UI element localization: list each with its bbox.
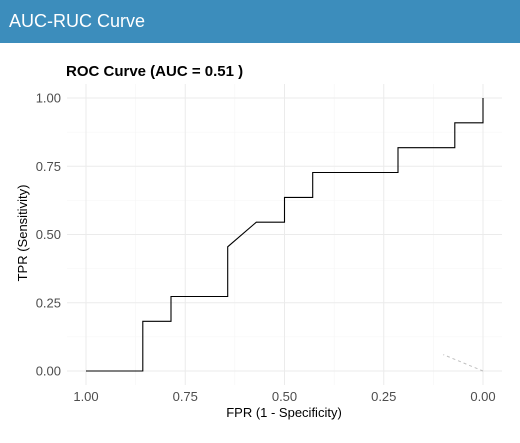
y-tick-label: 0.75	[36, 159, 61, 174]
reference-line	[443, 354, 484, 372]
roc-curve-line	[86, 98, 484, 372]
y-tick-label: 0.25	[36, 295, 61, 310]
x-tick-label: 0.00	[470, 389, 495, 404]
tick-layer: 1.00 0.75 0.50 0.25 0.00 0.00 0.25 0.50 0.75 1.00	[36, 91, 496, 405]
panel-header: AUC-RUC Curve	[0, 0, 520, 43]
x-tick-label: 0.50	[272, 389, 297, 404]
y-tick-label: 1.00	[36, 91, 61, 106]
y-tick-label: 0.00	[36, 364, 61, 379]
x-tick-label: 0.25	[371, 389, 396, 404]
x-tick-label: 1.00	[73, 389, 98, 404]
grid-layer	[67, 84, 502, 385]
y-tick-label: 0.50	[36, 227, 61, 242]
y-axis-title: TPR (Sensitivity)	[15, 185, 30, 282]
reference-line-layer	[443, 354, 484, 372]
chart-title: ROC Curve (AUC = 0.51 )	[66, 63, 243, 80]
x-tick-label: 0.75	[173, 389, 198, 404]
x-axis-title: FPR (1 - Specificity)	[226, 405, 342, 420]
roc-line-layer	[86, 98, 484, 372]
